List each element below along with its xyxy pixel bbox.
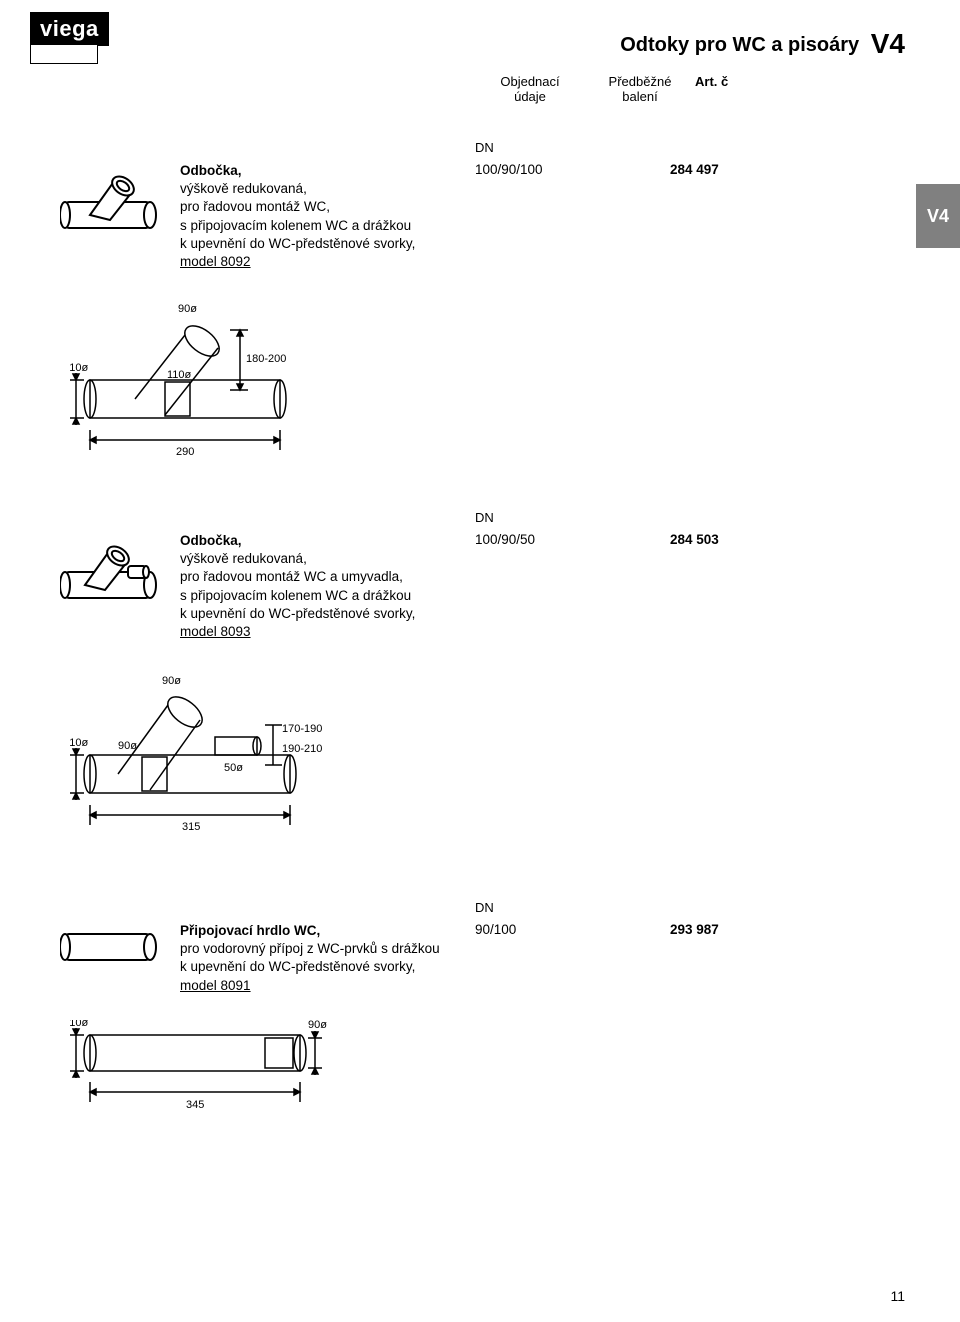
product-thumb-3 — [60, 928, 160, 966]
product-value: 100/90/100 — [475, 162, 543, 177]
page-title: Odtoky pro WC a pisoáry V4 — [620, 28, 905, 60]
product-desc-2: Odbočka, výškově redukovaná, pro řadovou… — [180, 532, 480, 641]
desc-line: pro řadovou montáž WC a umyvadla, — [180, 569, 403, 584]
page-title-text: Odtoky pro WC a pisoáry — [620, 34, 859, 56]
product-thumb-2 — [60, 530, 160, 610]
header-col2: Předběžné balení — [585, 74, 695, 104]
product-title: Odbočka, — [180, 533, 242, 548]
brand-logo: viega — [30, 12, 109, 46]
product-art: 284 503 — [670, 532, 719, 547]
dim-label: 180-200 — [246, 353, 286, 365]
desc-line: výškově redukovaná, — [180, 551, 307, 566]
product-diagram-3: 110ø 90ø 345 — [70, 1020, 350, 1130]
desc-line: k upevnění do WC-předstěnové svorky, — [180, 606, 415, 621]
product-section-3: DN Připojovací hrdlo WC, pro vodorovný p… — [30, 900, 905, 1160]
product-thumb-1 — [60, 160, 160, 240]
dim-label: 90ø — [178, 303, 197, 315]
desc-line: k upevnění do WC-předstěnové svorky, — [180, 236, 415, 251]
page-number: 11 — [890, 1288, 905, 1304]
model-link: model 8093 — [180, 624, 251, 639]
model-link: model 8092 — [180, 254, 251, 269]
dim-label: 110ø — [70, 1020, 89, 1029]
dim-label: 90ø — [162, 675, 181, 687]
dn-label: DN — [475, 900, 494, 915]
product-title: Odbočka, — [180, 163, 242, 178]
desc-line: pro vodorovný přípoj z WC-prvků s drážko… — [180, 941, 440, 956]
dim-label: 110ø — [70, 737, 89, 749]
model-link: model 8091 — [180, 978, 251, 993]
product-art: 293 987 — [670, 922, 719, 937]
dim-label: 110ø — [70, 362, 89, 374]
desc-line: pro řadovou montáž WC, — [180, 199, 330, 214]
dim-label: 190-210 — [282, 743, 322, 755]
dim-label: 170-190 — [282, 723, 322, 735]
product-value: 100/90/50 — [475, 532, 535, 547]
dim-label: 110ø — [167, 369, 192, 381]
desc-line: výškově redukovaná, — [180, 181, 307, 196]
header-col1-l1: Objednací — [500, 74, 559, 89]
product-value: 90/100 — [475, 922, 516, 937]
dn-label: DN — [475, 510, 494, 525]
desc-line: k upevnění do WC-předstěnové svorky, — [180, 959, 415, 974]
desc-line: s připojovacím kolenem WC a drážkou — [180, 218, 411, 233]
product-desc-3: Připojovací hrdlo WC, pro vodorovný příp… — [180, 922, 480, 995]
dim-label: 315 — [182, 821, 200, 833]
header-col2-l2: balení — [622, 89, 657, 104]
dim-label: 50ø — [224, 762, 243, 774]
desc-line: s připojovacím kolenem WC a drážkou — [180, 588, 411, 603]
product-title: Připojovací hrdlo WC, — [180, 923, 320, 938]
product-diagram-1: 90ø 110ø 110ø 180-200 290 — [70, 300, 330, 460]
header-col2-l1: Předběžné — [609, 74, 672, 89]
product-art: 284 497 — [670, 162, 719, 177]
dim-label: 90ø — [308, 1020, 327, 1031]
header-col1: Objednací údaje — [475, 74, 585, 104]
header-col3: Art. č — [695, 74, 755, 104]
column-headers: Objednací údaje Předběžné balení Art. č — [475, 74, 905, 104]
header-col1-l2: údaje — [514, 89, 546, 104]
dim-label: 90ø — [118, 740, 137, 752]
page-title-code: V4 — [871, 28, 905, 59]
dim-label: 290 — [176, 446, 194, 458]
product-section-2: DN Odbočka, výškově redukovaná, pro řado… — [30, 510, 905, 850]
product-section-1: DN Odbočka, výškově redukovaná, pro řado… — [30, 140, 905, 460]
logo-sub-box — [30, 44, 98, 64]
product-diagram-2: 90ø 110ø 90ø 50ø 170-190 190-210 315 — [70, 670, 370, 840]
side-tab: V4 — [916, 184, 960, 248]
dim-label: 345 — [186, 1099, 204, 1111]
product-desc-1: Odbočka, výškově redukovaná, pro řadovou… — [180, 162, 480, 271]
dn-label: DN — [475, 140, 494, 155]
